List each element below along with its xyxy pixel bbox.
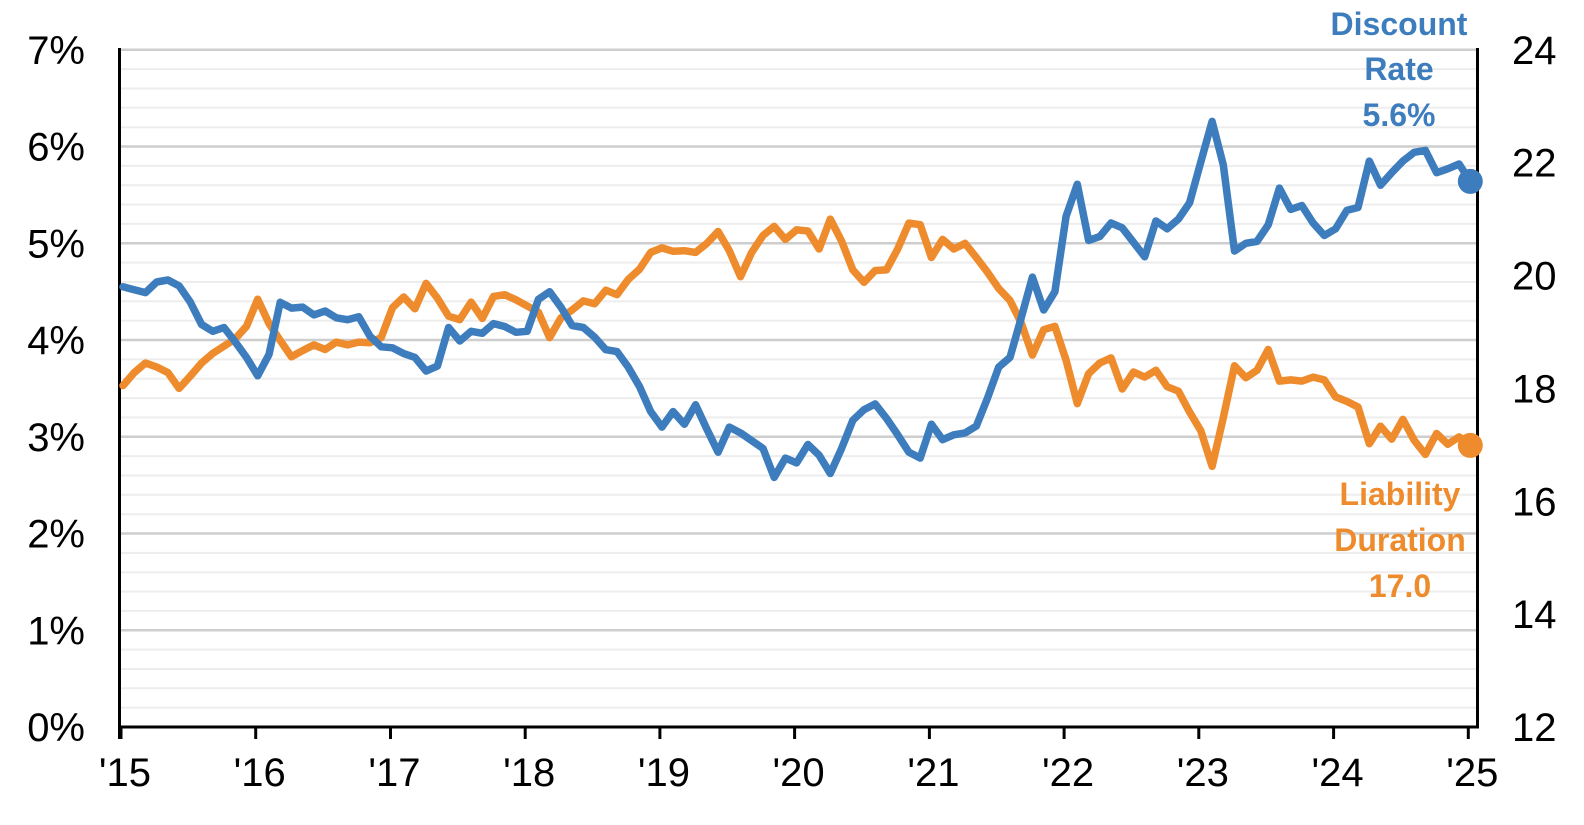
- svg-text:20: 20: [1512, 255, 1557, 299]
- svg-text:17.0: 17.0: [1369, 568, 1431, 604]
- svg-text:'18: '18: [503, 751, 555, 795]
- svg-text:'21: '21: [907, 751, 959, 795]
- svg-text:12: 12: [1512, 706, 1557, 750]
- svg-text:7%: 7%: [27, 29, 85, 73]
- svg-text:16: 16: [1512, 480, 1557, 524]
- svg-text:'24: '24: [1312, 751, 1364, 795]
- svg-text:18: 18: [1512, 367, 1557, 411]
- svg-text:3%: 3%: [27, 416, 85, 460]
- svg-text:'16: '16: [234, 751, 286, 795]
- svg-text:'17: '17: [368, 751, 420, 795]
- svg-text:'22: '22: [1042, 751, 1094, 795]
- svg-text:2%: 2%: [27, 513, 85, 557]
- svg-text:Liability: Liability: [1340, 476, 1461, 512]
- svg-text:14: 14: [1512, 593, 1557, 637]
- svg-text:Rate: Rate: [1364, 51, 1433, 87]
- svg-text:Duration: Duration: [1334, 522, 1466, 558]
- svg-text:'19: '19: [638, 751, 690, 795]
- svg-text:'15: '15: [99, 751, 151, 795]
- svg-text:5.6%: 5.6%: [1363, 97, 1436, 133]
- svg-text:22: 22: [1512, 142, 1557, 186]
- svg-text:'25: '25: [1446, 751, 1498, 795]
- svg-text:0%: 0%: [27, 706, 85, 750]
- svg-text:'20: '20: [773, 751, 825, 795]
- svg-text:Discount: Discount: [1331, 6, 1468, 42]
- svg-text:24: 24: [1512, 29, 1557, 73]
- svg-text:6%: 6%: [27, 126, 85, 170]
- svg-text:5%: 5%: [27, 222, 85, 266]
- svg-text:1%: 1%: [27, 609, 85, 653]
- svg-text:'23: '23: [1177, 751, 1229, 795]
- svg-text:4%: 4%: [27, 319, 85, 363]
